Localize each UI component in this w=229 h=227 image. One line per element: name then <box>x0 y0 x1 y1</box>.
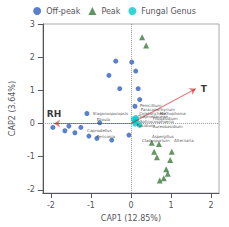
svg-text:T: T <box>201 84 208 94</box>
svg-text:-2: -2 <box>47 201 55 210</box>
svg-text:0: 0 <box>128 201 133 210</box>
svg-text:-1: -1 <box>27 152 35 161</box>
svg-text:Elloula: Elloula <box>97 117 111 122</box>
svg-text:-2: -2 <box>27 185 35 194</box>
svg-text:Paraconothyrium: Paraconothyrium <box>140 107 175 112</box>
svg-text:Peak: Peak <box>101 7 120 16</box>
svg-text:2: 2 <box>208 201 213 210</box>
svg-text:Aureobasidium: Aureobasidium <box>153 124 183 129</box>
svg-text:3: 3 <box>30 20 35 29</box>
svg-text:Cladosporium: Cladosporium <box>142 138 170 143</box>
svg-text:Aspergillus: Aspergillus <box>152 133 174 139</box>
svg-text:1: 1 <box>168 201 173 210</box>
svg-text:1: 1 <box>30 86 35 95</box>
svg-text:Solicocosphaeria: Solicocosphaeria <box>139 118 174 124</box>
svg-text:CAP2 (3.64%): CAP2 (3.64%) <box>8 81 17 136</box>
svg-text:RH: RH <box>47 109 61 119</box>
svg-text:0: 0 <box>30 119 35 128</box>
svg-text:Nothophoma: Nothophoma <box>160 111 186 116</box>
svg-text:Off-peak: Off-peak <box>46 7 81 16</box>
svg-text:Alternaria: Alternaria <box>174 138 194 143</box>
svg-text:Periconia: Periconia <box>97 134 116 139</box>
svg-text:2: 2 <box>30 53 35 62</box>
svg-text:Stagonosporopsis: Stagonosporopsis <box>93 111 128 116</box>
svg-text:-1: -1 <box>87 201 95 210</box>
svg-text:Fusidium: Fusidium <box>136 123 155 128</box>
svg-text:CAP1 (12.85%): CAP1 (12.85%) <box>101 214 161 223</box>
svg-text:Capnodellus: Capnodellus <box>87 128 112 133</box>
svg-text:Penicillium: Penicillium <box>139 102 162 108</box>
svg-text:Fungal Genus: Fungal Genus <box>141 7 195 16</box>
